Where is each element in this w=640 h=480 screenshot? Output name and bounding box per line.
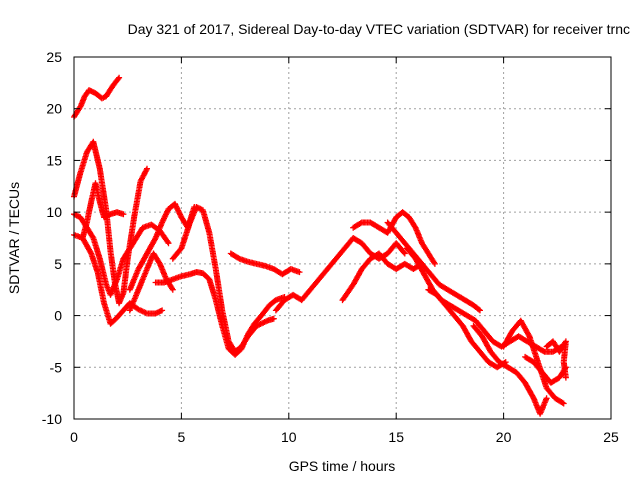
data-point bbox=[87, 249, 94, 256]
data-point bbox=[400, 249, 407, 256]
y-tick-label: 15 bbox=[46, 152, 62, 168]
data-point bbox=[260, 319, 267, 326]
data-point bbox=[169, 285, 175, 292]
data-point bbox=[89, 233, 96, 240]
y-tick-label: 10 bbox=[46, 204, 62, 220]
series-arc-5 bbox=[79, 180, 127, 241]
series-arc-13 bbox=[350, 209, 438, 267]
data-point bbox=[165, 240, 172, 247]
axis-ticks: 0 5 10 15 20 25 -10 -5 0 5 10 15 20 25 bbox=[42, 49, 619, 445]
grid-lines bbox=[74, 57, 611, 419]
data-point bbox=[530, 394, 536, 400]
data-point bbox=[115, 75, 122, 82]
x-axis-label: GPS time / hours bbox=[289, 458, 396, 474]
y-axis-label: SDTVAR / TECUs bbox=[6, 182, 22, 294]
series-arc-17 bbox=[470, 322, 550, 417]
data-point bbox=[162, 211, 169, 218]
data-point bbox=[161, 214, 168, 221]
x-tick-label: 25 bbox=[603, 429, 619, 445]
data-point bbox=[559, 399, 566, 406]
data-point bbox=[144, 165, 150, 172]
data-point bbox=[164, 238, 171, 245]
data-point bbox=[164, 208, 171, 215]
series-arc-9 bbox=[169, 204, 277, 355]
data-point bbox=[560, 400, 567, 407]
data-point bbox=[151, 236, 158, 243]
y-tick-label: 0 bbox=[54, 308, 62, 324]
series-arc-20 bbox=[543, 338, 569, 381]
data-point bbox=[116, 74, 123, 81]
x-tick-label: 10 bbox=[281, 429, 297, 445]
chart-title: Day 321 of 2017, Sidereal Day-to-day VTE… bbox=[128, 21, 630, 37]
series-arc-12 bbox=[339, 250, 425, 304]
series-arc-10 bbox=[227, 250, 303, 278]
series-arc-16 bbox=[425, 286, 509, 371]
data-point bbox=[270, 315, 277, 322]
data-points bbox=[71, 74, 569, 417]
data-point bbox=[120, 211, 127, 218]
data-point bbox=[159, 307, 166, 314]
x-tick-label: 0 bbox=[70, 429, 78, 445]
data-point bbox=[477, 307, 483, 314]
series-arc-4 bbox=[71, 211, 172, 298]
series-arc-1 bbox=[71, 74, 123, 120]
x-tick-label: 15 bbox=[388, 429, 404, 445]
data-point bbox=[475, 306, 482, 313]
y-tick-label: -10 bbox=[42, 411, 62, 427]
x-tick-label: 5 bbox=[178, 429, 186, 445]
data-point bbox=[431, 260, 438, 267]
y-tick-label: 5 bbox=[54, 256, 62, 272]
y-tick-label: -5 bbox=[50, 359, 63, 375]
plot-frame bbox=[73, 56, 612, 420]
data-point bbox=[525, 332, 532, 338]
data-point bbox=[401, 250, 408, 257]
y-tick-label: 20 bbox=[46, 101, 62, 117]
data-point bbox=[562, 374, 569, 381]
series-arc-7 bbox=[126, 250, 176, 314]
x-tick-label: 20 bbox=[496, 429, 512, 445]
data-point bbox=[543, 395, 550, 402]
data-point bbox=[431, 259, 438, 266]
data-point bbox=[169, 286, 176, 293]
series-arc-11 bbox=[272, 235, 408, 314]
data-point bbox=[357, 220, 364, 227]
y-tick-label: 25 bbox=[46, 49, 62, 65]
data-point bbox=[296, 269, 303, 276]
